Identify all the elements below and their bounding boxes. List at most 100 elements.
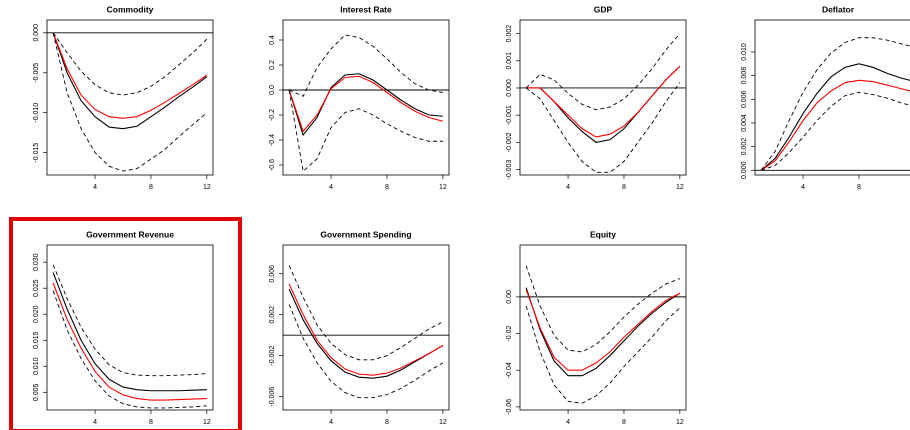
band-line (288, 265, 444, 361)
response-line (52, 282, 207, 401)
response-line (52, 272, 207, 392)
y-tick-label: -0.6 (269, 159, 276, 171)
y-tick-label: -0.015 (33, 143, 40, 163)
y-tick-label: 0.020 (33, 305, 40, 323)
chart-title: Equity (590, 229, 616, 239)
y-tick-label: 0.025 (33, 279, 40, 297)
y-tick-label: -0.003 (506, 160, 513, 180)
chart-panel: Equity 0.00 -0.02 -0.04 -0.06 4 8 12 (506, 229, 687, 426)
y-tick-label: 0.0 (269, 85, 276, 95)
chart-title: GDP (594, 4, 613, 14)
chart-title: Deflator (822, 4, 855, 14)
chart-title: Commodity (107, 4, 154, 14)
plot-frame (282, 244, 450, 411)
x-tick-label: 12 (676, 184, 684, 191)
y-tick-label: -0.010 (33, 103, 40, 123)
y-tick-label: 0.005 (33, 383, 40, 401)
band-line (525, 82, 681, 173)
y-tick-label: 0.006 (269, 265, 276, 283)
response-line (525, 287, 681, 377)
y-tick-label: 0.010 (741, 43, 748, 61)
x-tick-label: 4 (93, 184, 97, 191)
plot-frame (519, 244, 687, 411)
y-tick-label: -0.04 (506, 362, 513, 378)
x-tick-label: 8 (857, 184, 861, 191)
selection-highlight (9, 217, 242, 430)
y-tick-label: -0.006 (269, 387, 276, 407)
chart-title: Government Spending (320, 229, 411, 239)
y-tick-label: 0.000 (506, 79, 513, 97)
y-tick-label: -0.4 (269, 134, 276, 146)
x-tick-label: 8 (622, 419, 626, 426)
chart-title: Interest Rate (340, 4, 392, 14)
y-tick-label: 0.00 (506, 290, 513, 304)
response-line (525, 289, 681, 371)
chart-panel: Commodity 0.000 -0.005 -0.010 -0.015 4 8 12 (33, 4, 214, 191)
y-tick-label: 0.000 (741, 161, 748, 179)
x-tick-label: 8 (385, 419, 389, 426)
y-tick-label: 0.4 (269, 35, 276, 45)
y-tick-label: 0.010 (33, 357, 40, 375)
x-tick-label: 8 (149, 419, 153, 426)
y-tick-label: 0.030 (33, 253, 40, 271)
chart-panel: GDP 0.002 0.001 0.000 -0.001 -0.002 -0.003 4 8 12 (506, 4, 687, 191)
plot-frame (46, 19, 214, 176)
y-tick-label: 0.008 (741, 67, 748, 85)
chart-panel: Government Spending 0.006 0.002 -0.002 -0.00… (269, 229, 450, 426)
x-tick-label: 12 (203, 184, 211, 191)
band-line (52, 264, 207, 377)
y-tick-label: -0.06 (506, 399, 513, 415)
band-line (288, 34, 443, 97)
response-line (52, 32, 208, 119)
x-tick-label: 8 (385, 184, 389, 191)
x-tick-label: 4 (329, 419, 333, 426)
x-tick-label: 4 (329, 184, 333, 191)
response-line (288, 73, 443, 137)
x-tick-label: 12 (203, 419, 211, 426)
band-line (760, 37, 910, 171)
band-line (761, 91, 910, 171)
y-tick-label: -0.002 (506, 132, 513, 152)
chart-panel: Interest Rate 0.4 0.2 0.0 -0.2 -0.4 -0.6 4 8 12 (269, 4, 450, 191)
band-line (288, 89, 443, 173)
x-tick-label: 4 (566, 184, 570, 191)
response-line (288, 283, 444, 376)
y-tick-label: -0.02 (506, 325, 513, 341)
y-tick-label: -0.2 (269, 109, 276, 121)
response-line (760, 79, 910, 171)
x-tick-label: 4 (566, 419, 570, 426)
x-tick-label: 12 (439, 419, 447, 426)
band-line (288, 304, 444, 399)
y-tick-label: 0.001 (506, 52, 513, 70)
x-tick-label: 4 (93, 419, 97, 426)
y-tick-label: 0.002 (506, 25, 513, 43)
y-tick-label: -0.002 (269, 346, 276, 366)
response-line (52, 32, 208, 130)
chart-title: Government Revenue (86, 229, 174, 239)
band-line (525, 305, 681, 404)
x-tick-label: 12 (439, 184, 447, 191)
y-tick-label: 0.2 (269, 60, 276, 70)
plot-frame (754, 19, 910, 176)
y-tick-label: -0.005 (33, 63, 40, 83)
band-line (52, 32, 208, 96)
y-tick-label: -0.001 (506, 105, 513, 125)
chart-panel: Government Revenue 0.030 0.025 0.020 0.015 0.… (33, 229, 214, 426)
response-line (760, 63, 910, 171)
y-tick-label: 0.015 (33, 331, 40, 349)
plot-frame (282, 19, 450, 176)
band-line (525, 33, 681, 111)
chart-panel: Deflator 0.000 0.002 0.004 0.006 0.008 0.010 4 8 (741, 4, 910, 191)
y-tick-label: 0.004 (741, 114, 748, 132)
y-tick-label: 0.006 (741, 90, 748, 108)
y-tick-label: 0.000 (33, 24, 40, 42)
x-tick-label: 8 (622, 184, 626, 191)
response-line (288, 75, 443, 133)
y-tick-label: 0.002 (741, 138, 748, 156)
band-line (52, 32, 208, 172)
x-tick-label: 4 (801, 184, 805, 191)
response-line (288, 288, 444, 379)
x-tick-label: 12 (676, 419, 684, 426)
plot-frame (519, 19, 687, 176)
